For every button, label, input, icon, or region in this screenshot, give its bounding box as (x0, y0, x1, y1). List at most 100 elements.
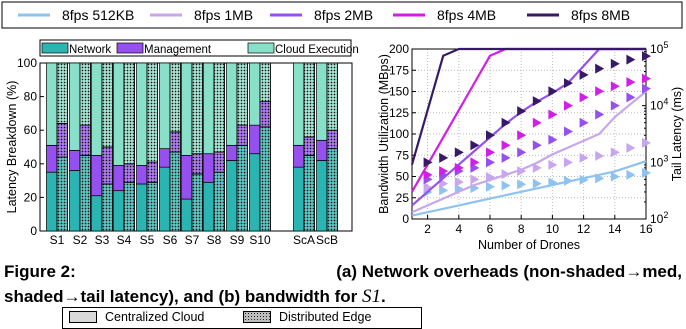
deployment-legend: Centralized Cloud Distributed Edge (62, 307, 422, 329)
cloud-execution-bar-segment (46, 62, 58, 146)
centralized-cloud-swatch (69, 311, 97, 323)
tail-latency-marker (548, 134, 558, 145)
y-tick-label: 0 (402, 212, 409, 226)
legend-item-centralized-cloud: Centralized Cloud (69, 310, 204, 324)
y2-tick-label: 102 (650, 210, 668, 226)
tail-latency-marker (454, 162, 464, 173)
stack-legend-label: Network (69, 44, 111, 56)
tail-latency-marker (564, 100, 573, 111)
tail-latency-marker (486, 130, 495, 141)
distributed-edge-hatch (146, 181, 158, 232)
bandwidth-line (411, 90, 647, 214)
panel-a-latency-breakdown: 0 20 40 60 80 100 Latency Breakdown (%) S1 S2 S3 S… (5, 39, 359, 247)
management-bar-segment (226, 144, 238, 161)
distributed-edge-hatch (303, 136, 315, 156)
cloud-execution-bar-segment (203, 62, 215, 155)
network-bar-segment (159, 166, 171, 232)
x-tick-label: S4 (117, 233, 132, 247)
tail-latency-marker (579, 92, 589, 103)
distributed-edge-hatch (213, 151, 225, 173)
x-tick-label: 2 (424, 222, 431, 236)
tail-latency-marker (610, 147, 620, 158)
y-axis-label: Latency Breakdown (%) (5, 81, 19, 214)
tail-latency-marker (626, 142, 636, 153)
y2-tick-exponent: 5 (663, 40, 668, 50)
legend-item-distributed-edge: Distributed Edge (243, 310, 371, 324)
distributed-edge-hatch (169, 62, 181, 133)
tail-latency-marker (642, 83, 651, 94)
management-bar-segment (203, 153, 215, 183)
management-bar-segment (316, 139, 328, 161)
tail-latency-marker (595, 63, 605, 74)
x-tick-label: 10 (546, 222, 560, 236)
legend-label: 8fps 4MB (437, 7, 496, 23)
x-tick-label: S8 (207, 233, 222, 247)
distributed-edge-hatch (101, 183, 113, 232)
tail-latency-marker (501, 169, 511, 180)
tail-latency-marker (454, 147, 464, 158)
tail-latency-marker (579, 69, 589, 80)
network-bar-segment (203, 181, 215, 232)
management-bar-segment (91, 155, 103, 197)
distributed-edge-hatch (259, 126, 271, 232)
y-tick-label: 75 (396, 148, 410, 162)
network-bar-segment (293, 166, 305, 232)
y2-tick-base: 10 (650, 212, 664, 226)
tail-latency-marker (486, 172, 495, 183)
cloud-execution-bar-segment (226, 62, 238, 146)
x-tick-label: S1 (50, 233, 65, 247)
y-tick-label: 175 (389, 63, 409, 77)
distributed-edge-hatch (79, 124, 91, 156)
tail-latency-marker (532, 140, 542, 151)
distributed-edge-hatch (79, 62, 91, 126)
y2-tick-label: 103 (650, 153, 668, 169)
cloud-execution-bar-segment (69, 62, 81, 151)
network-bar-segment (316, 160, 328, 232)
y2-tick-label: 105 (650, 40, 668, 56)
tail-latency-marker (626, 54, 636, 65)
network-bar-segment (46, 171, 58, 232)
tail-latency-marker (595, 86, 605, 97)
stack-legend-swatch (116, 42, 144, 54)
distributed-edge-hatch (191, 153, 203, 175)
tail-latency-marker (470, 174, 480, 185)
tail-latency-marker (642, 167, 651, 178)
distributed-edge-hatch (169, 131, 181, 153)
distributed-edge-hatch (213, 171, 225, 232)
distributed-edge-hatch (236, 144, 248, 232)
y2-tick-label: 104 (650, 97, 668, 113)
management-bar-segment (69, 150, 81, 171)
tail-latency-marker (501, 152, 511, 163)
tail-latency-marker (470, 140, 480, 151)
top-legend: 8fps 512KB 8fps 1MB 8fps 2MB 8fps 4MB 8fps 8… (1, 1, 683, 29)
tail-latency-marker (595, 150, 605, 161)
tail-latency-marker (517, 166, 527, 177)
y-tick-label: 25 (396, 191, 410, 205)
network-bar-segment (226, 160, 238, 232)
y-tick-label: 200 (389, 42, 409, 56)
tail-latency-marker (579, 152, 589, 163)
y-tick-label: 150 (389, 85, 409, 99)
distributed-edge-hatch (146, 62, 158, 163)
x-tick-label: 12 (577, 222, 591, 236)
y2-tick-base: 10 (650, 42, 664, 56)
management-bar-segment (249, 124, 261, 155)
tail-latency-marker (626, 77, 636, 88)
distributed-edge-hatch (236, 124, 248, 146)
x-tick-label: S10 (249, 233, 271, 247)
network-bar-segment (69, 170, 81, 232)
distributed-edge-hatch (213, 62, 225, 153)
stack-legend-label: Management (144, 44, 212, 56)
distributed-edge-hatch (146, 161, 158, 183)
distributed-edge-hatch (259, 62, 271, 102)
y2-tick-exponent: 3 (663, 153, 668, 163)
cloud-execution-bar-segment (249, 62, 261, 126)
distributed-edge-hatch (101, 146, 113, 185)
tail-latency-marker (517, 147, 527, 158)
tail-latency-marker (595, 109, 605, 120)
stack-legend-swatch (41, 42, 69, 54)
tail-latency-marker (470, 157, 480, 168)
distributed-edge-hatch (123, 181, 135, 232)
tail-latency-marker (548, 109, 558, 120)
x-tick-label: 8 (518, 222, 525, 236)
